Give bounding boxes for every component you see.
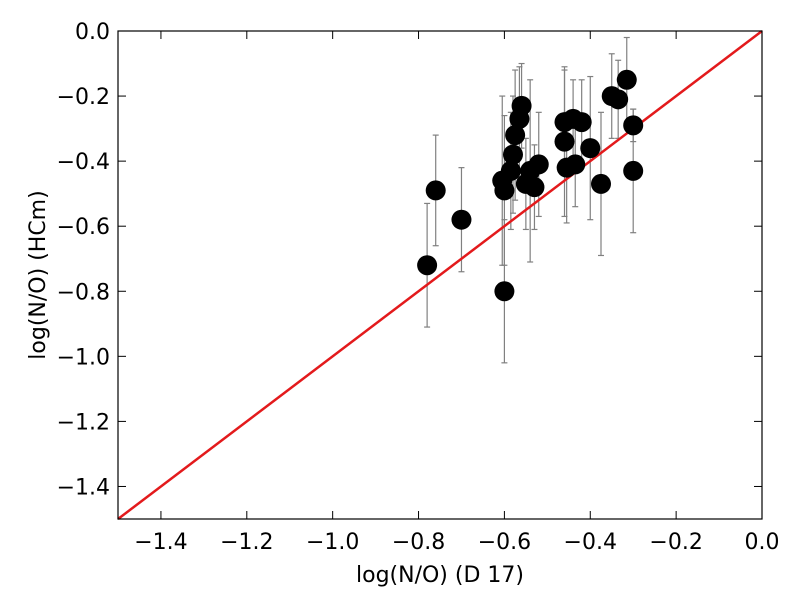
tick-labels: −1.4 −1.2 −1.0 −0.8 −0.6 −0.4 −0.2 0.0 −1.4 −1.2 −… <box>57 20 780 555</box>
x-tick-label: −0.8 <box>392 530 445 555</box>
data-point <box>528 154 549 175</box>
x-tick-label: −1.4 <box>134 530 187 555</box>
y-tick-label: −0.2 <box>57 85 110 110</box>
data-point <box>580 138 601 159</box>
y-tick-label: −1.2 <box>57 410 110 435</box>
data-point <box>623 115 644 136</box>
data-point <box>554 131 575 152</box>
x-tick-label: −0.4 <box>564 530 617 555</box>
data-point <box>502 144 523 165</box>
data-points <box>417 69 644 302</box>
plot-frame <box>117 30 763 520</box>
data-point <box>500 160 521 181</box>
y-tick-label: −0.8 <box>57 280 110 305</box>
y-tick-label: −1.0 <box>57 345 110 370</box>
error-bars <box>424 36 637 364</box>
y-axis-title: log(N/O) (HCm) <box>26 190 51 359</box>
x-tick-label: −1.0 <box>306 530 359 555</box>
data-point <box>524 177 545 198</box>
data-point <box>571 112 592 133</box>
x-tick-label: −0.2 <box>649 530 702 555</box>
data-point <box>608 89 629 110</box>
data-point <box>494 281 515 302</box>
data-point <box>591 173 611 194</box>
y-tick-label: −1.4 <box>57 475 110 500</box>
x-tick-label: −0.6 <box>478 530 531 555</box>
data-point <box>494 180 515 201</box>
data-point <box>451 209 472 230</box>
data-point <box>616 69 637 90</box>
identity-reference-line <box>117 30 763 520</box>
y-tick-label: −0.4 <box>57 150 110 175</box>
y-tick-label: −0.6 <box>57 215 110 240</box>
x-tick-label: −1.2 <box>220 530 273 555</box>
data-point <box>565 154 586 175</box>
x-axis-title: log(N/O) (D 17) <box>356 563 524 588</box>
data-point <box>623 160 644 181</box>
data-point <box>417 255 438 276</box>
x-tick-label: 0.0 <box>745 530 780 555</box>
data-point <box>505 125 526 146</box>
y-tick-label: 0.0 <box>75 20 110 45</box>
data-point <box>425 180 446 201</box>
data-point <box>511 95 532 116</box>
